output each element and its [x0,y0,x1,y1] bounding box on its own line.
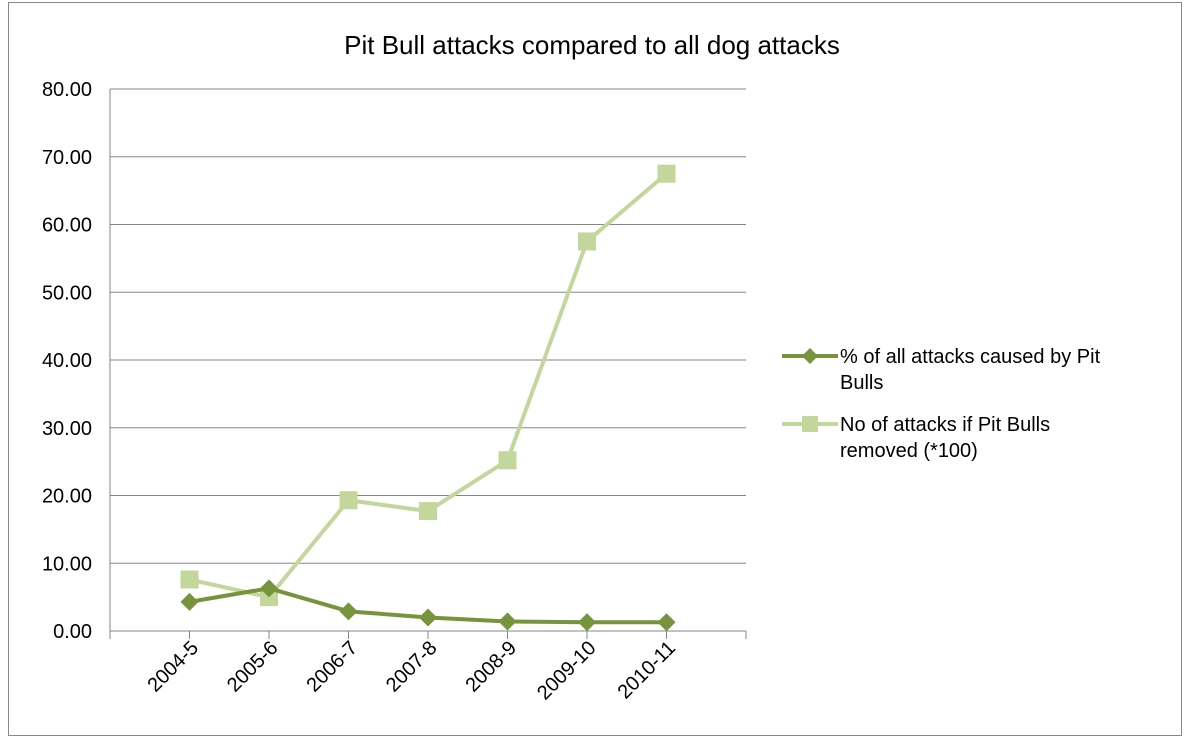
data-point [419,608,437,627]
x-tick-label: 2010-11 [614,637,680,703]
legend-label: % of all attacks caused by Pit [840,346,1101,368]
series-1 [180,579,676,632]
legend-entry: No of attacks if Pit Bulls removed (*100) [782,414,1050,462]
y-tick-label: 80.00 [42,79,92,101]
data-point [657,613,676,632]
legend-label: Bulls [840,372,883,394]
data-point [802,416,818,432]
data-point [180,592,199,611]
x-tick-label: 2005-6 [223,637,283,697]
y-tick-label: 40.00 [42,350,92,372]
x-tick-label: 2004-5 [143,637,203,697]
data-point [260,579,278,598]
y-tick-label: 0.00 [53,621,92,643]
y-axis-tick-labels: 0.00 10.00 20.00 30.00 40.00 50.00 60.00 70.00 8… [42,79,92,643]
legend-entry: % of all attacks caused by Pit Bulls [782,346,1101,394]
y-tick-label: 70.00 [42,147,92,169]
data-point [657,164,676,183]
data-point [498,612,517,631]
gridlines [110,88,746,564]
series-2 [180,164,676,607]
y-tick-label: 30.00 [42,418,92,440]
x-tick-label: 2006-7 [302,637,362,697]
x-tick-label: 2007-8 [382,637,442,697]
data-point [578,232,596,251]
y-tick-label: 60.00 [42,215,92,237]
data-point [802,348,818,364]
y-tick-label: 10.00 [42,553,92,575]
legend-label: removed (*100) [840,440,978,462]
chart-frame [8,2,1182,736]
x-tick-label: 2009-10 [533,637,600,704]
legend: % of all attacks caused by Pit Bulls No of… [782,346,1101,462]
data-point [578,613,596,632]
data-point [339,491,358,510]
x-tick-label: 2008-9 [461,637,521,697]
x-axis-tick-labels: 2004-5 2005-6 2006-7 2007-8 2008-9 2009-10 201… [143,637,680,704]
y-tick-label: 50.00 [42,282,92,304]
data-point [339,602,358,621]
y-tick-label: 20.00 [42,486,92,508]
data-point [419,502,437,521]
data-point [498,451,517,470]
series-layer [180,164,676,632]
data-point [180,570,199,589]
axes [109,89,747,639]
legend-label: No of attacks if Pit Bulls [840,414,1050,436]
chart-title: Pit Bull attacks compared to all dog att… [344,30,840,60]
